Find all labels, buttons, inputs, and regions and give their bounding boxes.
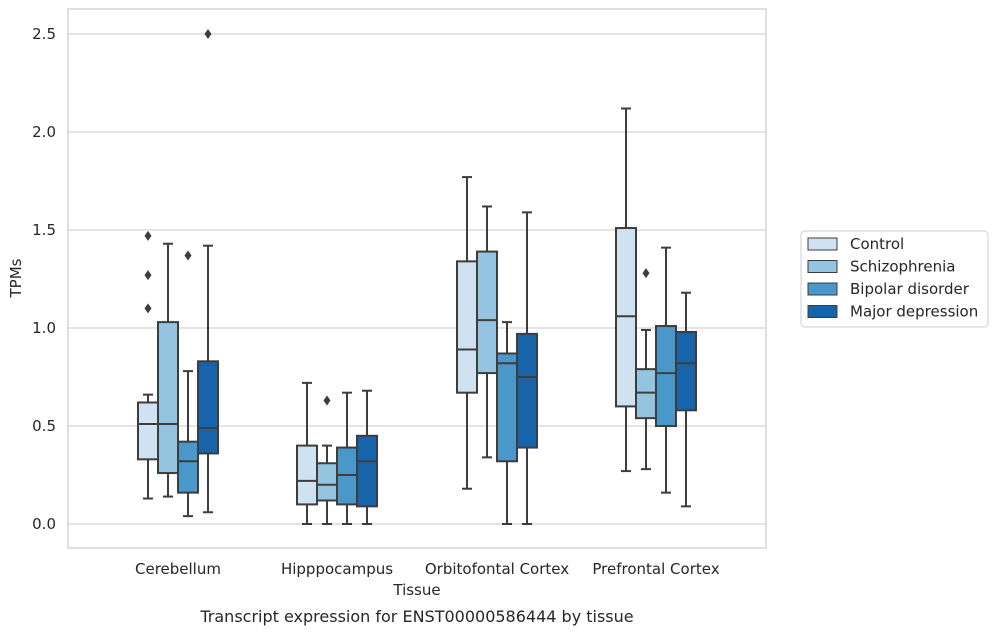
box-marks [137,29,697,525]
y-tick-label: 2.0 [32,123,56,141]
outlier-point [323,395,331,406]
iqr-box [177,440,199,494]
x-tick-labels: Cerebellum Hipppocampus Orbitofontal Corte… [135,560,720,578]
legend: Control Schizophrenia Bipolar disorder Majo… [800,230,989,328]
outlier-point [184,250,192,261]
box-control [296,381,318,525]
iqr-box [296,444,318,506]
chart-caption: Transcript expression for ENST0000058644… [199,607,633,626]
outlier-point [204,29,212,39]
iqr-box [356,434,378,508]
box-control [615,107,637,473]
box-schizophrenia [157,242,179,498]
box-bipolar-disorder [177,250,199,518]
iqr-box [197,360,219,455]
iqr-box [137,401,159,461]
x-tick-label: Prefrontal Cortex [592,560,719,578]
iqr-box [496,352,518,463]
y-tick-labels: 0.0 0.5 1.0 1.5 2.0 2.5 [32,25,56,533]
y-tick-label: 2.5 [32,25,56,43]
y-tick-label: 0.0 [32,515,56,533]
legend-label: Control [850,235,904,253]
outlier-point [144,270,152,281]
iqr-box [675,330,697,412]
box-schizophrenia [316,395,338,525]
x-tick-label: Orbitofontal Cortex [425,560,569,578]
iqr-box [456,260,478,394]
gridlines [68,33,766,525]
y-tick-label: 1.0 [32,319,56,337]
iqr-box [655,325,677,428]
legend-frame [800,230,989,328]
box-major-depression [197,29,219,514]
x-tick-label: Hipppocampus [281,560,393,578]
iqr-box [316,462,338,502]
legend-label: Bipolar disorder [850,280,970,298]
box-bipolar-disorder [496,321,518,525]
legend-label: Schizophrenia [850,258,955,276]
legend-swatch [807,260,838,273]
iqr-box [476,250,498,375]
iqr-box [516,332,538,449]
outlier-point [144,303,152,314]
box-major-depression [516,211,538,525]
outlier-point [144,230,152,241]
box-bipolar-disorder [655,246,677,494]
legend-swatch [807,237,838,251]
y-tick-label: 0.5 [32,417,56,435]
x-axis-title: Tissue [392,581,440,599]
x-tick-label: Cerebellum [135,560,221,578]
box-control [456,176,478,490]
box-schizophrenia [635,268,657,471]
box-control [137,230,159,500]
box-bipolar-disorder [336,391,358,525]
box-schizophrenia [476,205,498,459]
legend-swatch [807,305,838,318]
legend-label: Major depression [850,303,978,321]
y-tick-label: 1.5 [32,221,56,239]
iqr-box [157,321,179,475]
outlier-point [642,268,650,279]
box-major-depression [356,389,378,525]
y-axis-title: TPMs [7,258,25,298]
box-major-depression [675,291,697,508]
legend-swatch [807,282,838,296]
plot-area-frame [67,8,767,549]
